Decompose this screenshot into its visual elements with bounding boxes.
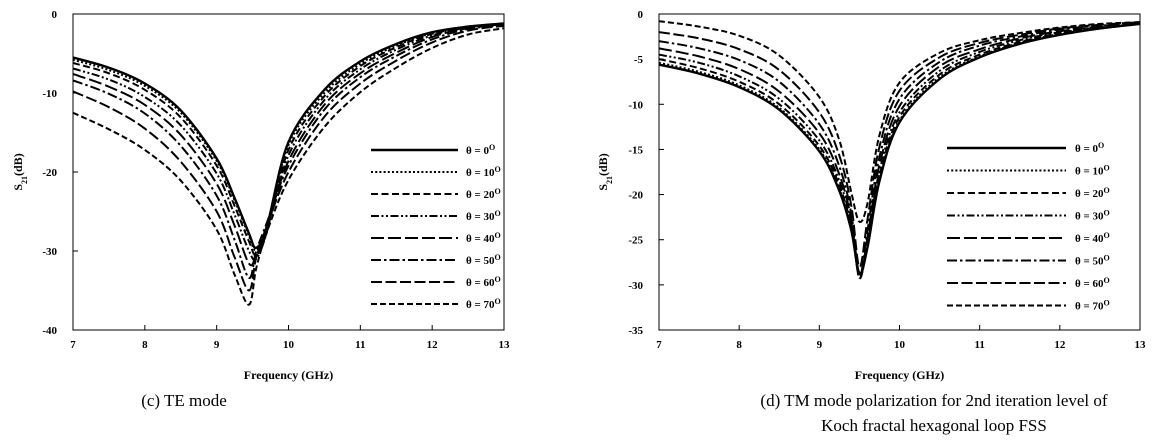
legend-entry: θ = 40O (1075, 231, 1110, 246)
x-tick-label: 13 (1135, 339, 1147, 351)
legend-entry: θ = 0O (466, 143, 495, 158)
x-tick-label: 8 (736, 339, 742, 351)
series-line (659, 21, 1140, 268)
series-line (659, 20, 1140, 224)
y-tick-label: -5 (634, 54, 644, 66)
legend-entry: θ = 0O (1075, 141, 1104, 156)
y-tick-label: -30 (628, 280, 643, 292)
legend: θ = 0O θ = 10O θ = 20O θ = 30O θ = 40O θ = 50… (947, 141, 1110, 313)
series-line (73, 22, 504, 252)
legend-entry: θ = 70O (466, 297, 501, 312)
y-tick-label: 0 (638, 9, 644, 21)
x-axis-label: Frequency (GHz) (244, 368, 333, 382)
y-tick-label: -35 (628, 325, 643, 337)
x-tick-label: 7 (656, 339, 662, 351)
y-tick-label: -10 (628, 99, 643, 111)
series-line (73, 27, 504, 306)
y-tick-label: -25 (628, 235, 643, 247)
legend: θ = 0O θ = 10O θ = 20O θ = 30O θ = 40O θ = 50… (371, 143, 501, 312)
series-line (659, 22, 1140, 275)
series-line (659, 22, 1140, 276)
series-line (659, 22, 1140, 278)
legend-entry: θ = 40O (466, 231, 501, 246)
x-tick-label: 11 (355, 339, 365, 351)
x-tick-label: 9 (817, 339, 823, 351)
x-tick-label: 12 (427, 339, 439, 351)
series-line (659, 22, 1140, 280)
series-line (73, 24, 504, 292)
legend-entry: θ = 10O (466, 165, 501, 180)
y-tick-label: -15 (628, 144, 643, 156)
x-tick-label: 12 (1054, 339, 1066, 351)
legend-entry: θ = 50O (1075, 253, 1110, 268)
y-axis-label: S21(dB) (596, 153, 614, 190)
figure-caption: (c) TE mode (141, 391, 227, 410)
y-tick-label: -20 (628, 190, 643, 202)
legend-entry: θ = 60O (1075, 276, 1110, 291)
legend-entry: θ = 30O (1075, 208, 1110, 223)
y-tick-label: -40 (42, 325, 57, 337)
legend-entry: θ = 70O (1075, 298, 1110, 313)
y-axis-label: S21(dB) (11, 153, 29, 190)
x-tick-label: 13 (499, 339, 511, 351)
plot-frame (658, 13, 1141, 331)
y-tick-label: -10 (42, 88, 57, 100)
y-tick-label: -30 (42, 246, 57, 258)
series-line (73, 22, 504, 250)
legend-entry: θ = 50O (466, 253, 501, 268)
x-tick-label: 8 (142, 339, 148, 351)
chart-0: 7 8 9 10 11 12 13 0 -10 -20 -30 -40 Frequency (GHz) S… (11, 9, 510, 410)
x-axis-label: Frequency (GHz) (855, 368, 944, 382)
series-line (73, 24, 504, 279)
y-tick-label: 0 (52, 9, 58, 21)
x-tick-label: 9 (214, 339, 220, 351)
legend-entry: θ = 20O (1075, 186, 1110, 201)
legend-entry: θ = 30O (466, 209, 501, 224)
figure-caption: (d) TM mode polarization for 2nd iterati… (760, 391, 1107, 435)
legend-entry: θ = 10O (1075, 163, 1110, 178)
series-line (73, 23, 504, 262)
chart-1: 7 8 9 10 11 12 13 0 -5 -10 -15 -20 -25 -30 -35 Frequenc… (596, 9, 1146, 435)
legend-entry: θ = 20O (466, 187, 501, 202)
x-tick-label: 11 (974, 339, 984, 351)
series-line (659, 22, 1140, 277)
series-line (659, 22, 1140, 279)
x-tick-label: 10 (283, 339, 295, 351)
x-tick-label: 7 (70, 339, 76, 351)
y-tick-label: -20 (42, 167, 57, 179)
legend-entry: θ = 60O (466, 275, 501, 290)
x-tick-label: 10 (894, 339, 906, 351)
